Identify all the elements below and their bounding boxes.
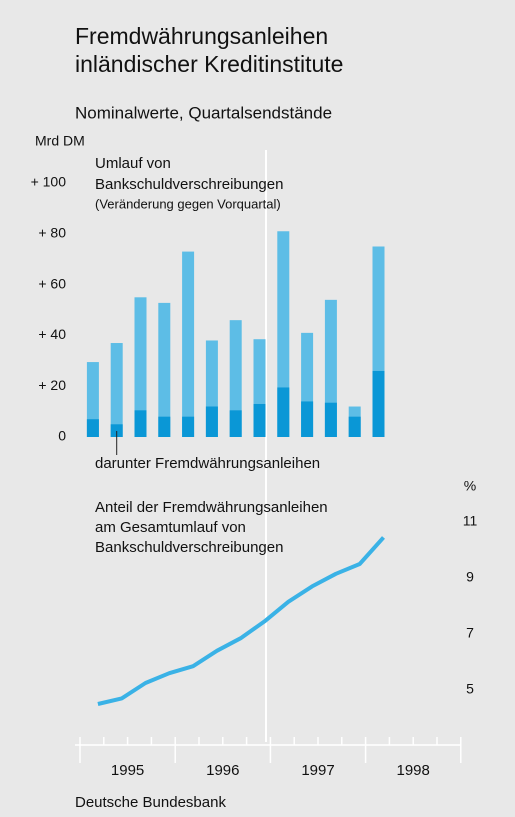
- chart-title: Fremdwährungsanleihen: [75, 23, 328, 49]
- x-tick-label: 1997: [301, 762, 334, 779]
- bar: [134, 297, 147, 437]
- x-tick-label: 1995: [111, 762, 144, 779]
- bar: [134, 410, 147, 437]
- bar: [158, 416, 171, 437]
- bar: [229, 320, 242, 437]
- bar: [301, 401, 314, 437]
- bar: [205, 406, 218, 437]
- y-tick-label: + 100: [31, 174, 67, 190]
- series-label: Umlauf von: [95, 155, 171, 172]
- bar: [110, 343, 123, 437]
- bar: [182, 251, 195, 437]
- chart-subtitle: Nominalwerte, Quartalsendstände: [75, 103, 332, 122]
- series-label: darunter Fremdwährungsanleihen: [95, 455, 320, 472]
- series-label: Bankschuldverschreibungen: [95, 176, 283, 193]
- unit-label: %: [464, 478, 476, 494]
- bar: [277, 231, 290, 437]
- y-tick-label: 7: [466, 625, 474, 641]
- bar: [372, 370, 385, 437]
- y-tick-label: 0: [58, 428, 66, 444]
- line-label: Anteil der Fremdwährungsanleihen: [95, 499, 328, 516]
- bar: [277, 387, 290, 437]
- series-note: (Veränderung gegen Vorquartal): [95, 196, 281, 211]
- bar: [229, 410, 242, 437]
- x-tick-label: 1996: [206, 762, 239, 779]
- bar: [348, 416, 361, 437]
- y-tick-label: + 40: [38, 326, 66, 342]
- y-tick-label: + 80: [38, 225, 66, 241]
- bar: [86, 362, 99, 437]
- line-label: Bankschuldverschreibungen: [95, 539, 283, 556]
- line-label: am Gesamtumlauf von: [95, 519, 246, 536]
- bar: [158, 302, 171, 437]
- line: [97, 536, 385, 706]
- chart-title: inländischer Kreditinstitute: [75, 51, 343, 77]
- y-tick-label: 9: [466, 569, 474, 585]
- bar: [110, 424, 123, 437]
- bar: [253, 403, 266, 437]
- y-tick-label: + 20: [38, 377, 66, 393]
- y-tick-label: 5: [466, 681, 474, 697]
- bar: [182, 416, 195, 437]
- footer: Deutsche Bundesbank: [75, 794, 226, 811]
- y-tick-label: 11: [463, 513, 478, 529]
- x-tick-label: 1998: [397, 762, 430, 779]
- unit-label: Mrd DM: [35, 133, 85, 149]
- bar: [324, 402, 337, 437]
- y-tick-label: + 60: [38, 275, 66, 291]
- bar: [86, 419, 99, 437]
